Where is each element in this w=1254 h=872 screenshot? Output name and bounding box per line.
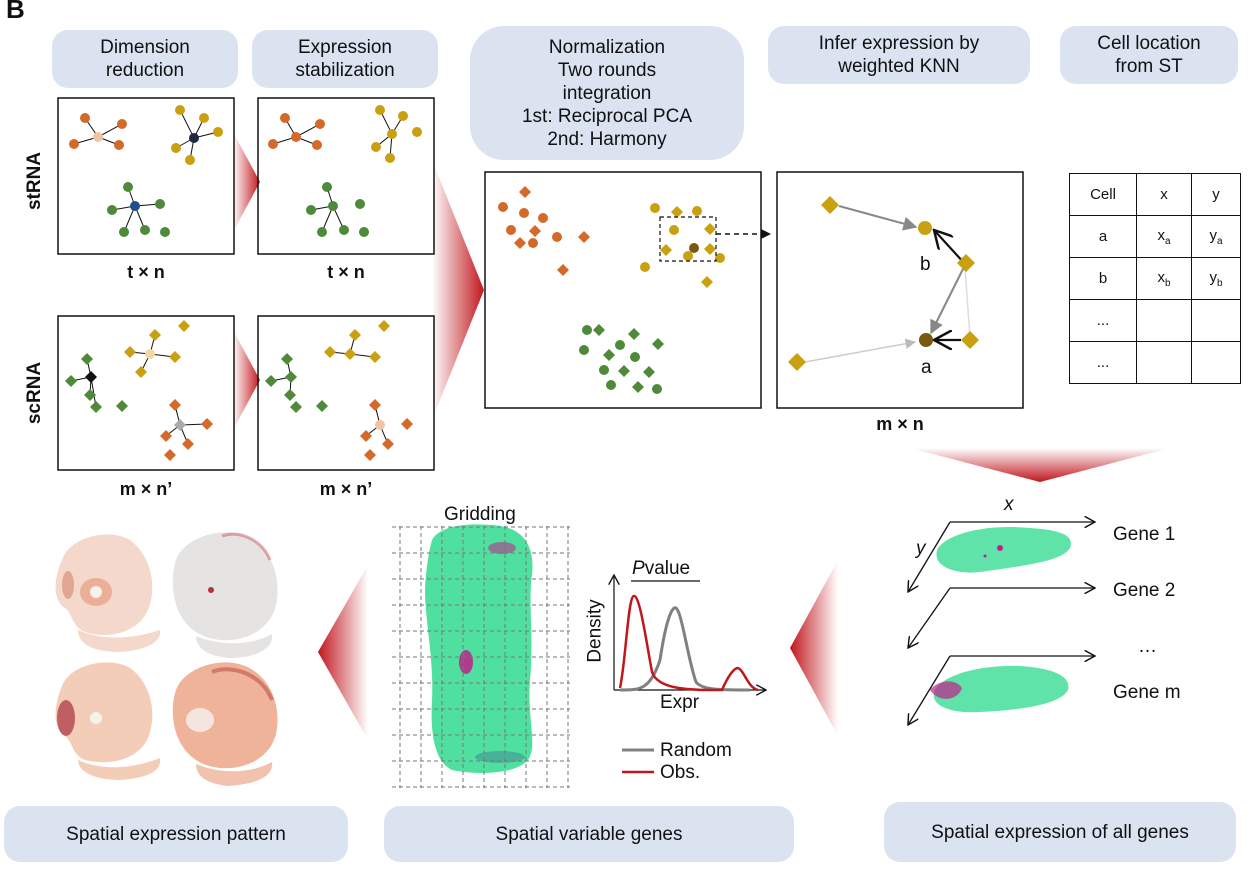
table-cell-text: y	[1209, 226, 1217, 244]
table-row: b xb yb	[1069, 257, 1241, 300]
table-header-row: Cell x y	[1069, 173, 1241, 216]
table-cell-sub: a	[1164, 235, 1171, 247]
scrna-stab-box	[257, 315, 435, 471]
selection-box	[659, 216, 717, 262]
knn-box	[776, 171, 1024, 409]
pattern-tissue-2	[172, 532, 278, 658]
knn-point-b-label: b	[920, 254, 931, 275]
red-arrow-1	[233, 132, 260, 232]
label-line: Two rounds	[557, 59, 657, 81]
gene-label-1: Gene 1	[1113, 524, 1176, 545]
label-line: from ST	[1115, 56, 1183, 77]
scrna-dimred-box	[57, 315, 235, 471]
label-text: Spatial expression of all genes	[931, 821, 1189, 843]
legend-obs: Obs.	[660, 762, 701, 783]
pattern-tissue-1	[55, 534, 161, 652]
axis-x-text: x	[1004, 494, 1014, 515]
table-row: ...	[1069, 341, 1241, 384]
scrna-stab-dims: m × n’	[319, 479, 373, 499]
pvalue-rest: value	[644, 558, 691, 579]
label-line: Cell location	[1097, 33, 1201, 54]
normalization-label: Normalization Two rounds integration 1st…	[470, 26, 744, 160]
table-cell: a	[1069, 215, 1137, 258]
table-cell	[1191, 341, 1241, 384]
label-line: Normalization	[548, 36, 666, 58]
gene-label-ellipsis: …	[1138, 636, 1157, 657]
dimension-reduction-label: Dimension reduction	[52, 30, 238, 88]
table-row: ...	[1069, 299, 1241, 342]
integration-box	[484, 171, 762, 409]
knn-point-a-label: a	[921, 357, 932, 378]
table-cell-sub: b	[1216, 277, 1223, 289]
pattern-tissue-4	[172, 662, 278, 786]
cell-location-label: Cell location from ST	[1060, 26, 1238, 84]
table-cell	[1136, 341, 1192, 384]
table-cell-sub: b	[1164, 277, 1171, 289]
cell-location-table: Cell x y a xa ya b xb yb ... ...	[1069, 173, 1241, 384]
table-cell: xa	[1136, 215, 1192, 258]
gene-label-2: Gene 2	[1113, 580, 1176, 601]
gene-label-m: Gene m	[1113, 682, 1181, 703]
table-row: a xa ya	[1069, 215, 1241, 258]
label-line: Infer expression by	[818, 33, 980, 54]
spatial-variable-genes-label: Spatial variable genes	[384, 806, 794, 862]
table-cell: ya	[1191, 215, 1241, 258]
legend-random: Random	[660, 740, 732, 761]
tissue-gene-m	[930, 665, 1069, 713]
density-plot	[614, 575, 766, 774]
strna-dimred-box	[57, 97, 235, 255]
label-line: reduction	[105, 60, 185, 81]
gridding-tissue	[392, 524, 570, 788]
strna-stab-dims: t × n	[327, 262, 365, 282]
gridding-label: Gridding	[444, 504, 516, 525]
strna-stab-box	[257, 97, 435, 255]
panel-letter: B	[6, 0, 25, 24]
table-header-y: y	[1191, 173, 1241, 216]
expression-stabilization-label: Expression stabilization	[252, 30, 438, 88]
scrna-dimred-dims: m × n’	[119, 479, 173, 499]
pvalue-label: Pvalue	[632, 558, 690, 580]
table-cell: xb	[1136, 257, 1192, 300]
table-header-cell: Cell	[1069, 173, 1137, 216]
table-cell: ...	[1069, 341, 1137, 384]
table-cell: ...	[1069, 299, 1137, 342]
label-line: Dimension	[100, 37, 190, 58]
axis-x-label: x	[1004, 494, 1014, 516]
label-line: integration	[562, 82, 652, 104]
label-line: weighted KNN	[838, 56, 960, 77]
spatial-expression-pattern-label: Spatial expression pattern	[4, 806, 348, 862]
table-cell	[1191, 299, 1241, 342]
density-ylabel: Density	[584, 599, 606, 663]
label-line: 2nd: Harmony	[547, 128, 667, 150]
red-arrow-left-1	[790, 560, 838, 736]
table-cell-sub: a	[1216, 235, 1223, 247]
axis-y-text: y	[916, 538, 926, 559]
red-arrow-2	[233, 330, 260, 430]
density-xlabel: Expr	[660, 692, 700, 713]
table-cell-text: x	[1157, 226, 1165, 244]
red-arrow-left-2	[318, 565, 368, 740]
table-header-x: x	[1136, 173, 1192, 216]
label-line: stabilization	[295, 60, 395, 81]
tissue-gene-1	[936, 526, 1071, 573]
red-arrow-3	[432, 160, 484, 420]
strna-dimred-dims: t × n	[127, 262, 165, 282]
pvalue-italic: P	[632, 558, 645, 579]
table-cell: b	[1069, 257, 1137, 300]
label-line: Expression	[298, 37, 392, 58]
label-line: 1st: Reciprocal PCA	[521, 105, 692, 127]
axis-y-label: y	[916, 538, 926, 560]
knn-dims: m × n	[876, 414, 924, 434]
red-arrow-down	[910, 448, 1170, 482]
table-cell-text: y	[1209, 268, 1217, 286]
label-text: Spatial expression pattern	[66, 823, 286, 845]
table-cell	[1136, 299, 1192, 342]
label-text: Spatial variable genes	[495, 823, 683, 845]
infer-expression-label: Infer expression by weighted KNN	[768, 26, 1030, 84]
pattern-tissue-3	[55, 662, 161, 780]
spatial-expression-all-genes-label: Spatial expression of all genes	[884, 802, 1236, 862]
table-cell-text: x	[1157, 268, 1165, 286]
table-cell: yb	[1191, 257, 1241, 300]
